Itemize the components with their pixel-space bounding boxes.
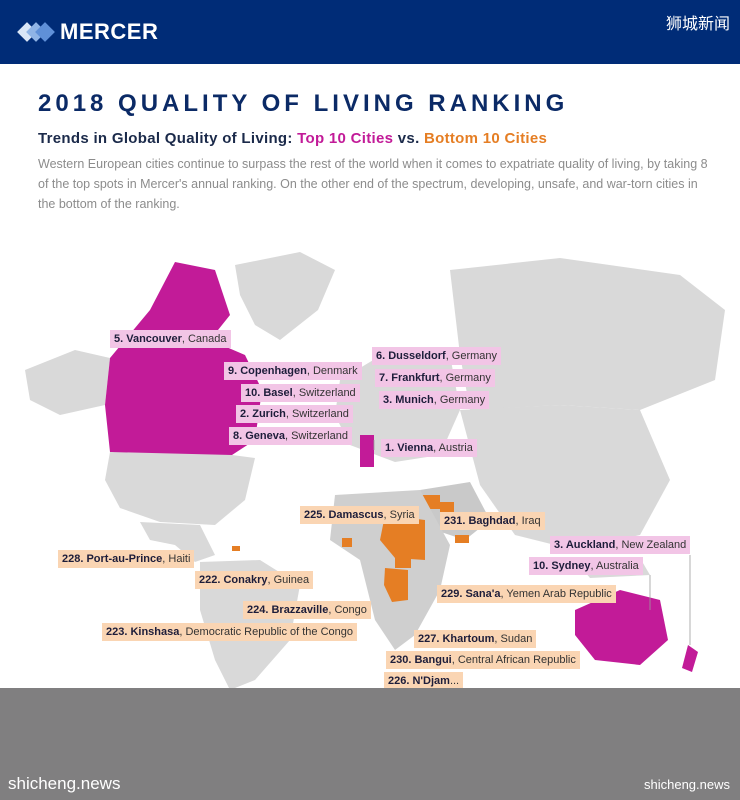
land-new-zealand	[682, 645, 698, 672]
label-baghdad: 231. Baghdad, Iraq	[440, 512, 545, 530]
land-canada	[105, 262, 262, 458]
label-zurich: 2. Zurich, Switzerland	[236, 405, 353, 423]
land-alaska	[25, 350, 110, 415]
subtitle-vs: vs.	[393, 130, 424, 147]
label-basel: 10. Basel, Switzerland	[241, 384, 360, 402]
subtitle-top: Top 10 Cities	[297, 130, 394, 147]
label-damascus: 225. Damascus, Syria	[300, 506, 419, 524]
label-munich: 3. Munich, Germany	[379, 391, 490, 409]
world-map	[25, 252, 725, 690]
brand-name: MERCER	[60, 19, 159, 44]
header-bar: MERCER 狮城新闻	[0, 0, 740, 64]
label-kinshasa: 223. Kinshasa, Democratic Republic of th…	[102, 623, 358, 641]
page-title: 2018 QUALITY OF LIVING RANKING	[38, 90, 569, 117]
land-greenland	[235, 252, 335, 340]
label-sanaa: 229. Sana'a, Yemen Arab Republic	[437, 585, 616, 603]
label-dusseldorf: 6. Dusseldorf, Germany	[372, 347, 502, 365]
land-yemen	[455, 535, 469, 543]
land-guinea	[342, 538, 352, 547]
land-europe-top	[360, 435, 374, 467]
label-brazzaville: 224. Brazzaville, Congo	[243, 601, 371, 619]
source-label: 狮城新闻	[665, 14, 730, 33]
land-central-america	[140, 522, 215, 562]
land-haiti	[232, 546, 240, 551]
label-sydney: 10. Sydney, Australia	[529, 557, 643, 575]
label-bangui: 230. Bangui, Central African Republic	[386, 651, 580, 669]
mercer-logo-icon	[17, 22, 55, 42]
label-vancouver: 5. Vancouver, Canada	[110, 330, 231, 348]
label-frankfurt: 7. Frankfurt, Germany	[375, 369, 495, 387]
label-geneva: 8. Geneva, Switzerland	[229, 427, 352, 445]
subtitle-prefix: Trends in Global Quality of Living:	[38, 130, 298, 147]
land-drc	[384, 568, 408, 602]
watermark-left: shicheng.news	[8, 774, 121, 793]
subtitle-bottom: Bottom 10 Cities	[424, 130, 548, 147]
label-auckland: 3. Auckland, New Zealand	[550, 536, 691, 554]
page-subtitle: Trends in Global Quality of Living: Top …	[38, 130, 547, 147]
watermark-right: shicheng.news	[644, 777, 730, 792]
watermark-overlay: shicheng.news shicheng.news	[0, 688, 740, 800]
land-usa	[105, 452, 255, 525]
label-conakry: 222. Conakry, Guinea	[195, 571, 314, 589]
label-vienna: 1. Vienna, Austria	[381, 439, 477, 457]
land-australia	[575, 590, 668, 665]
land-chad-sudan	[380, 515, 425, 560]
description: Western European cities continue to surp…	[38, 157, 708, 211]
label-port-au-prince: 228. Port-au-Prince, Haiti	[58, 550, 195, 568]
mercer-logo: MERCER	[17, 19, 159, 45]
land-russia	[450, 258, 725, 410]
land-car	[395, 558, 411, 568]
label-ndjamena: 226. N'Djam...	[384, 672, 464, 690]
label-copenhagen: 9. Copenhagen, Denmark	[224, 362, 362, 380]
label-khartoum: 227. Khartoum, Sudan	[414, 630, 537, 648]
